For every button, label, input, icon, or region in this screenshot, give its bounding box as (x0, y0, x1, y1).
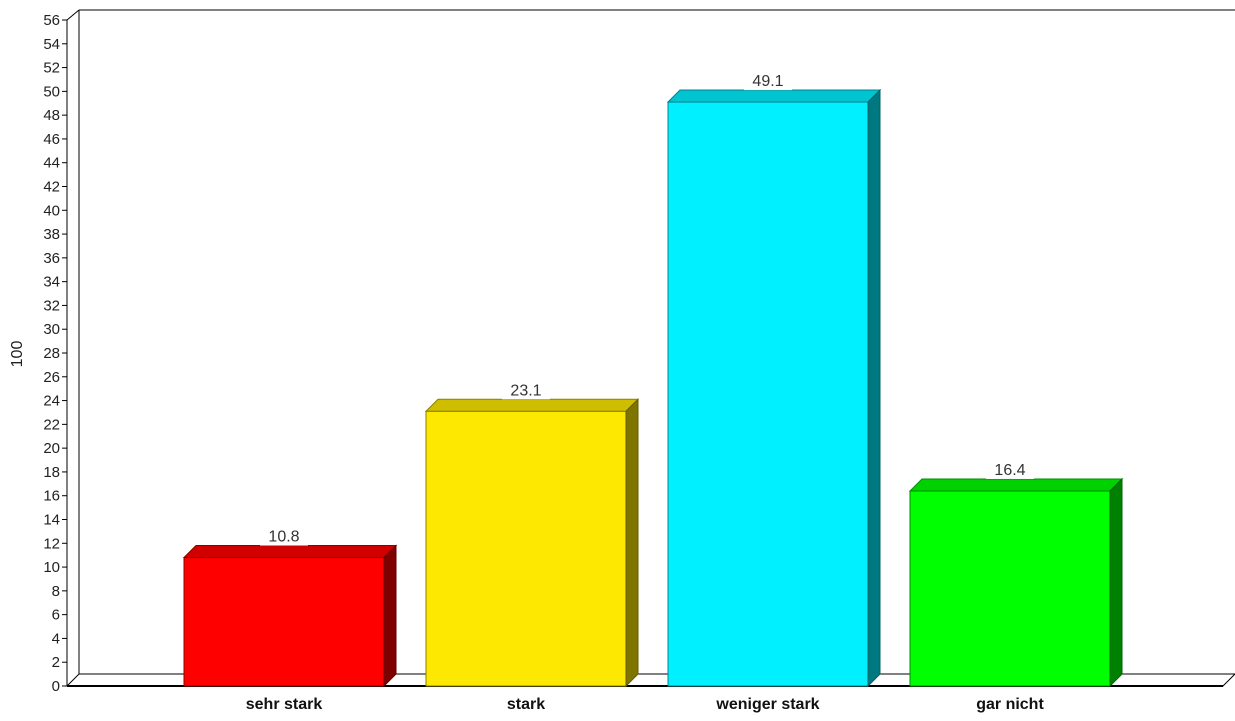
bar-front (425, 410, 627, 687)
bar-top (424, 398, 640, 412)
bar-front (183, 557, 385, 687)
y-tick-label: 36 (43, 250, 60, 267)
bar-front (667, 101, 869, 687)
y-tick-label: 10 (43, 559, 60, 576)
bar-stark: 23.1 (424, 380, 640, 688)
y-tick-label: 26 (43, 369, 60, 386)
y-tick-label: 46 (43, 131, 60, 148)
data-label: 10.8 (268, 529, 299, 546)
y-tick-label: 22 (43, 416, 60, 433)
y-tick-label: 30 (43, 321, 60, 338)
y-tick-label: 38 (43, 226, 60, 243)
data-label: 23.1 (510, 382, 541, 399)
y-tick-label: 42 (43, 179, 60, 196)
bar-front (909, 490, 1111, 687)
y-tick-label: 20 (43, 440, 60, 457)
y-tick-label: 56 (43, 12, 60, 29)
bar-sehr-stark: 10.8 (182, 526, 398, 688)
bar-gar-nicht: 16.4 (908, 459, 1124, 688)
y-tick-label: 32 (43, 297, 60, 314)
y-tick-label: 12 (43, 535, 60, 552)
y-axis-label: 100 (9, 341, 26, 368)
y-tick-label: 28 (43, 345, 60, 362)
bar-top (908, 478, 1124, 492)
data-label-background (260, 526, 308, 546)
bar-side (625, 398, 639, 688)
y-tick-label: 40 (43, 202, 60, 219)
bars: 10.8 23.1 49.1 16.4 (182, 71, 1124, 688)
data-label: 16.4 (994, 462, 1025, 479)
bar-side (1109, 477, 1123, 688)
bar-side (383, 544, 397, 688)
data-label-background (986, 459, 1034, 479)
bar-top (182, 545, 398, 559)
y-tick-label: 2 (52, 654, 60, 671)
bar-top (666, 89, 882, 103)
y-tick-label: 16 (43, 488, 60, 505)
y-tick-label: 6 (52, 607, 60, 624)
x-tick-label: weniger stark (715, 696, 819, 713)
x-tick-label: stark (507, 696, 545, 713)
x-tick-label: sehr stark (246, 696, 323, 713)
bar-weniger-stark: 49.1 (666, 71, 882, 688)
y-tick-label: 44 (43, 155, 60, 172)
x-axis-ticks: sehr stark stark weniger stark gar nicht (246, 696, 1045, 713)
data-label-background (744, 71, 792, 91)
y-tick-label: 54 (43, 36, 60, 53)
bar-side (867, 88, 881, 688)
y-tick-label: 48 (43, 107, 60, 124)
y-axis-ticks: 0246810121416182022242628303234363840424… (43, 12, 67, 695)
y-tick-label: 34 (43, 274, 60, 291)
y-tick-label: 24 (43, 393, 60, 410)
data-label: 49.1 (752, 73, 783, 90)
x-tick-label: gar nicht (976, 696, 1044, 713)
y-tick-label: 14 (43, 512, 60, 529)
y-tick-label: 0 (52, 678, 60, 695)
y-tick-label: 4 (52, 630, 60, 647)
y-tick-label: 8 (52, 583, 60, 600)
y-tick-label: 50 (43, 83, 60, 100)
y-tick-label: 52 (43, 60, 60, 77)
y-tick-label: 18 (43, 464, 60, 481)
data-label-background (502, 380, 550, 400)
